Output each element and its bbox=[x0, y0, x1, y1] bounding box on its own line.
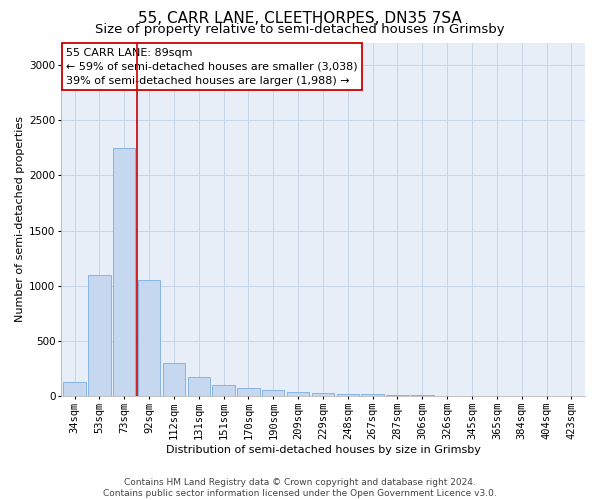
Bar bbox=[188, 377, 210, 396]
X-axis label: Distribution of semi-detached houses by size in Grimsby: Distribution of semi-detached houses by … bbox=[166, 445, 481, 455]
Bar bbox=[386, 394, 409, 396]
Text: Size of property relative to semi-detached houses in Grimsby: Size of property relative to semi-detach… bbox=[95, 22, 505, 36]
Bar bbox=[163, 363, 185, 396]
Bar bbox=[212, 386, 235, 396]
Bar bbox=[113, 148, 136, 396]
Bar bbox=[138, 280, 160, 396]
Bar bbox=[238, 388, 260, 396]
Bar bbox=[337, 394, 359, 396]
Bar bbox=[361, 394, 384, 396]
Text: 55, CARR LANE, CLEETHORPES, DN35 7SA: 55, CARR LANE, CLEETHORPES, DN35 7SA bbox=[138, 11, 462, 26]
Bar bbox=[64, 382, 86, 396]
Bar bbox=[262, 390, 284, 396]
Bar bbox=[287, 392, 310, 396]
Text: 55 CARR LANE: 89sqm
← 59% of semi-detached houses are smaller (3,038)
39% of sem: 55 CARR LANE: 89sqm ← 59% of semi-detach… bbox=[66, 48, 358, 86]
Y-axis label: Number of semi-detached properties: Number of semi-detached properties bbox=[15, 116, 25, 322]
Bar bbox=[88, 274, 110, 396]
Text: Contains HM Land Registry data © Crown copyright and database right 2024.
Contai: Contains HM Land Registry data © Crown c… bbox=[103, 478, 497, 498]
Bar bbox=[312, 392, 334, 396]
